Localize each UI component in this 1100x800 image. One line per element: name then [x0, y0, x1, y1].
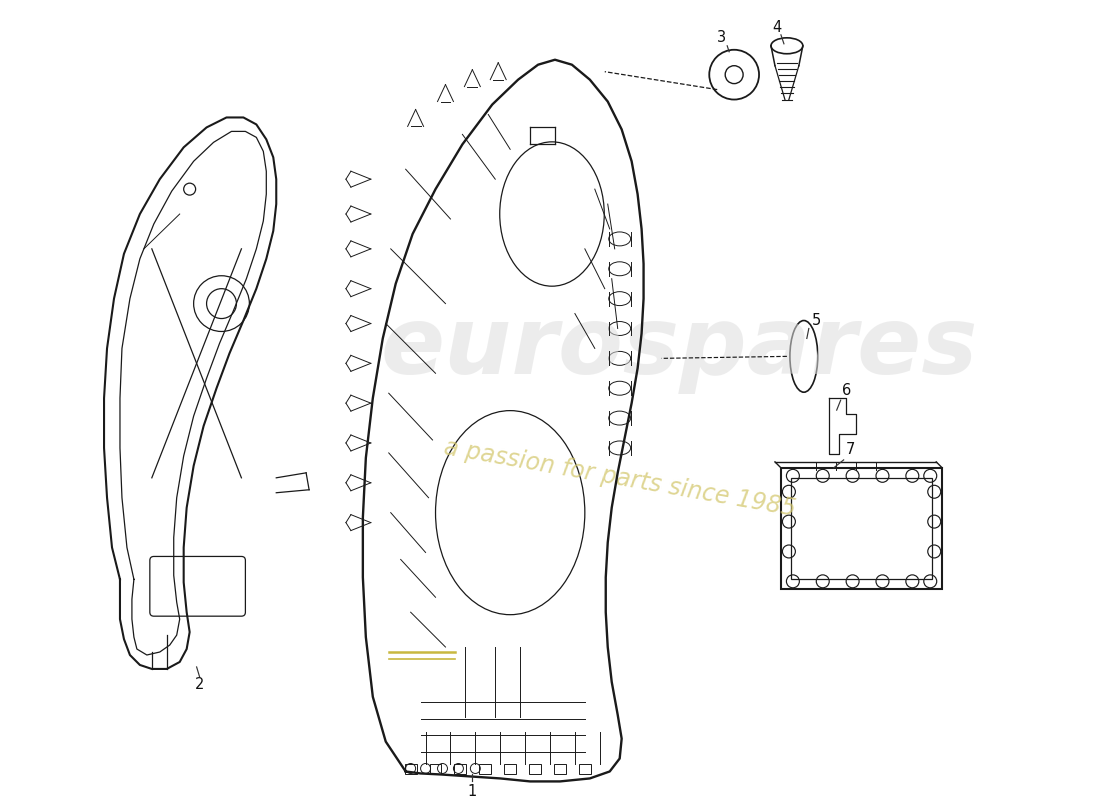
- Bar: [554, 765, 565, 774]
- Bar: [579, 765, 591, 774]
- Text: 6: 6: [842, 382, 851, 398]
- Text: 7: 7: [846, 442, 856, 458]
- Bar: [480, 765, 492, 774]
- Text: 3: 3: [717, 30, 726, 46]
- Bar: [430, 765, 441, 774]
- Bar: [504, 765, 516, 774]
- Bar: [791, 478, 932, 579]
- Text: eurospares: eurospares: [381, 302, 978, 394]
- Bar: [454, 765, 466, 774]
- Bar: [781, 468, 943, 590]
- Text: a passion for parts since 1985: a passion for parts since 1985: [442, 435, 798, 521]
- Text: 5: 5: [812, 313, 822, 328]
- Text: 2: 2: [195, 678, 205, 692]
- Text: 4: 4: [772, 20, 782, 35]
- Bar: [405, 765, 417, 774]
- Text: 1: 1: [468, 784, 477, 799]
- Bar: [529, 765, 541, 774]
